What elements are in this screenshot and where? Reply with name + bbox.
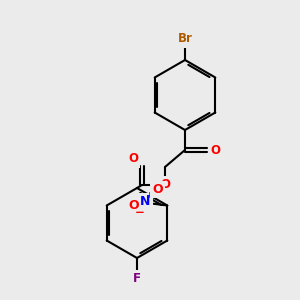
Text: O: O bbox=[160, 178, 170, 191]
Text: −: − bbox=[134, 206, 144, 219]
Text: Br: Br bbox=[178, 32, 192, 46]
Text: O: O bbox=[128, 199, 139, 212]
Text: O: O bbox=[128, 152, 138, 166]
Text: F: F bbox=[133, 272, 141, 286]
Text: O: O bbox=[210, 143, 220, 157]
Text: +: + bbox=[146, 191, 154, 200]
Text: O: O bbox=[152, 183, 163, 196]
Text: N: N bbox=[140, 195, 151, 208]
